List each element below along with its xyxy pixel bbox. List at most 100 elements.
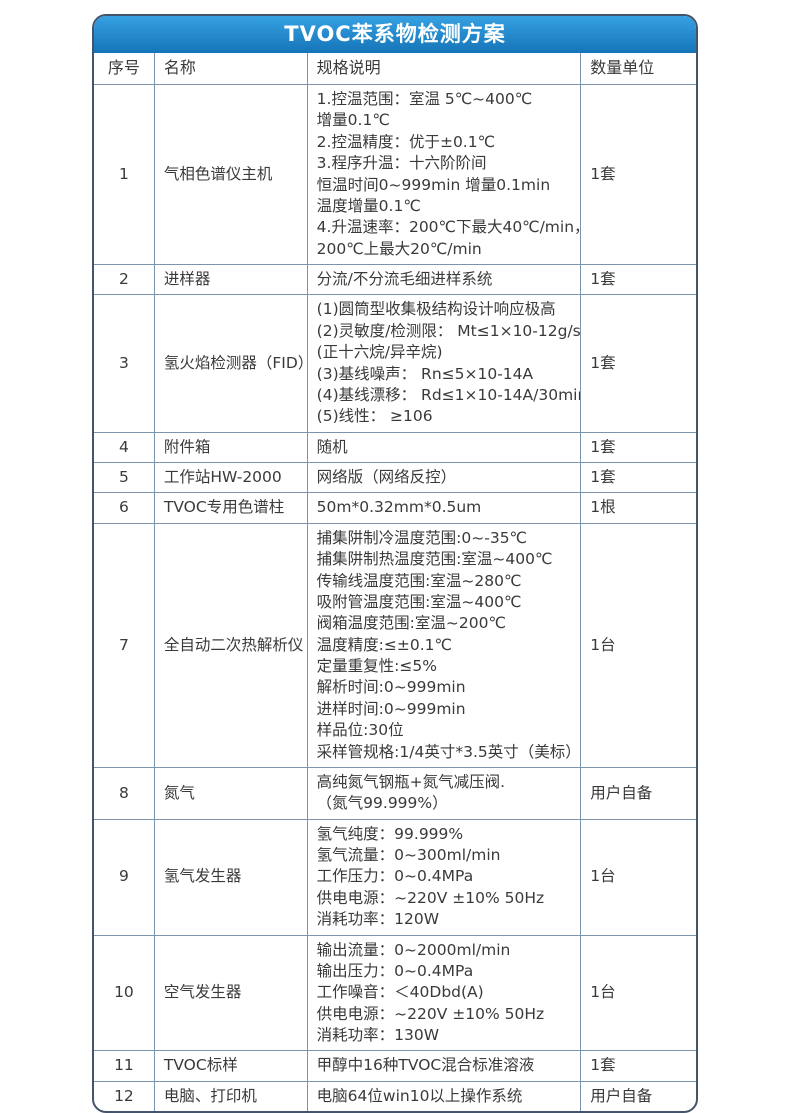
spec-line: 进样时间:0~999min [316,699,466,718]
page-title: TVOC苯系物检测方案 [94,16,696,53]
spec-line: 温度精度:≤±0.1℃ [316,635,452,654]
cell-name: 进样器 [153,263,308,296]
spec-line: (1)圆筒型收集极结构设计响应极高 [316,300,556,319]
cell-spec: 甲醇中16种TVOC混合标准溶液 [306,1050,582,1082]
cell-qty: 1根 [580,492,696,524]
table-row: 2 进样器 分流/不分流毛细进样系统 1套 [94,263,696,296]
cell-qty: 1套 [580,84,696,265]
cell-spec: 1.控温范围：室温 5℃~400℃ 增量0.1℃ 2.控温精度：优于±0.1℃ 3.程… [306,84,582,265]
spec-line: 分流/不分流毛细进样系统 [316,270,493,288]
spec-line: 捕集阱制热温度范围:室温~400℃ [316,550,553,569]
cell-no: 8 [94,766,155,820]
spec-line: (4)基线漂移： Rd≤1×10-14A/30min [316,385,581,404]
cell-no: 4 [94,431,155,464]
cell-qty: 1台 [580,818,696,936]
spec-line: 传输线温度范围:室温~280℃ [316,571,522,590]
spec-line: 温度增量0.1℃ [316,196,421,215]
cell-name: 附件箱 [153,431,308,464]
spec-line: 捕集阱制冷温度范围:0~-35℃ [316,528,527,547]
cell-spec: (1)圆筒型收集极结构设计响应极高 (2)灵敏度/检测限： Mt≤1×10-12g… [306,294,582,433]
cell-no: 10 [94,934,155,1052]
spec-line: 供电电源：~220V ±10% 50Hz [316,888,545,907]
cell-qty: 1套 [580,263,696,296]
spec-line: 定量重复性:≤5% [316,657,437,675]
table-body: 1 气相色谱仪主机 1.控温范围：室温 5℃~400℃ 增量0.1℃ 2.控温精度：优于… [94,84,696,1112]
spec-line: 消耗功率：130W [316,1026,440,1044]
cell-qty: 用户自备 [580,1080,696,1112]
cell-name: 气相色谱仪主机 [153,84,308,265]
cell-no: 12 [94,1080,155,1112]
spec-line: （氮气99.999%） [316,794,448,813]
spec-line: 随机 [316,437,348,456]
spec-line: 网络版（网络反控） [316,468,457,486]
cell-no: 2 [94,263,155,296]
spec-line: 200℃上最大20℃/min [316,239,482,258]
table-row: 12 电脑、打印机 电脑64位win10以上操作系统 用户自备 [94,1080,696,1112]
cell-qty: 1套 [580,431,696,464]
table-row: 8 氮气 高纯氮气钢瓶+氮气减压阀. （氮气99.999%） 用户自备 [94,766,696,820]
spec-line: 采样管规格:1/4英寸*3.5英寸（美标） [316,742,581,761]
cell-no: 7 [94,522,155,768]
spec-line: 供电电源：~220V ±10% 50Hz [316,1004,545,1023]
spec-line: (正十六烷/异辛烷) [316,343,443,362]
cell-name: 氢气发生器 [153,818,308,936]
cell-name: 氮气 [153,766,308,820]
cell-name: 空气发生器 [153,934,308,1052]
spec-line: 输出流量：0~2000ml/min [316,940,511,959]
table-row: 9 氢气发生器 氢气纯度：99.999% 氢气流量：0~300ml/min 工作压力：0… [94,818,696,936]
spec-line: 工作噪音：＜40Dbd(A) [316,983,484,1002]
cell-no: 11 [94,1050,155,1082]
cell-spec: 电脑64位win10以上操作系统 [306,1080,582,1112]
table-row: 7 全自动二次热解析仪 捕集阱制冷温度范围:0~-35℃ 捕集阱制热温度范围:室温~4… [94,522,696,768]
cell-spec: 随机 [306,431,582,464]
spec-line: 增量0.1℃ [316,111,390,130]
cell-qty: 1套 [580,461,696,494]
spec-line: 氢气流量：0~300ml/min [316,846,501,864]
spec-line: 阀箱温度范围:室温~200℃ [316,614,506,633]
spec-line: 输出压力：0~0.4MPa [316,961,474,980]
column-header-1: 名称 [153,52,308,85]
cell-spec: 氢气纯度：99.999% 氢气流量：0~300ml/min 工作压力：0~0.4MP… [306,818,582,936]
spec-line: 工作压力：0~0.4MPa [316,867,474,886]
spec-line: 甲醇中16种TVOC混合标准溶液 [316,1056,535,1075]
cell-name: 电脑、打印机 [153,1080,308,1112]
cell-spec: 50m*0.32mm*0.5um [306,492,582,524]
spec-line: 样品位:30位 [316,721,404,740]
cell-name: 工作站HW-2000 [153,461,308,494]
spec-line: 2.控温精度：优于±0.1℃ [316,132,496,151]
table-row: 1 气相色谱仪主机 1.控温范围：室温 5℃~400℃ 增量0.1℃ 2.控温精度：优于… [94,84,696,265]
cell-spec: 网络版（网络反控） [306,461,582,494]
column-header-3: 数量单位 [580,52,696,85]
cell-name: TVOC专用色谱柱 [153,492,308,524]
cell-no: 9 [94,818,155,936]
cell-spec: 输出流量：0~2000ml/min 输出压力：0~0.4MPa 工作噪音：＜40Db… [306,934,582,1052]
table-header-row: 序号 名称 规格说明 数量单位 [94,52,696,85]
cell-qty: 用户自备 [580,766,696,820]
cell-qty: 1台 [580,934,696,1052]
table-row: 6 TVOC专用色谱柱 50m*0.32mm*0.5um 1根 [94,492,696,524]
spec-line: 解析时间:0~999min [316,678,466,697]
column-header-2: 规格说明 [306,52,582,85]
cell-spec: 分流/不分流毛细进样系统 [306,263,582,296]
table-row: 11 TVOC标样 甲醇中16种TVOC混合标准溶液 1套 [94,1050,696,1082]
spec-line: (5)线性： ≥106 [316,407,433,426]
spec-line: 4.升温速率：200℃下最大40℃/min， [316,218,581,237]
cell-qty: 1台 [580,522,696,768]
table-row: 3 氢火焰检测器（FID） (1)圆筒型收集极结构设计响应极高 (2)灵敏度/检测限：… [94,294,696,433]
spec-line: 50m*0.32mm*0.5um [316,498,482,517]
spec-line: 恒温时间0~999min 增量0.1min [316,175,551,194]
table-row: 10 空气发生器 输出流量：0~2000ml/min 输出压力：0~0.4MPa 工作噪… [94,934,696,1052]
spec-line: 1.控温范围：室温 5℃~400℃ [316,90,533,108]
spec-line: (2)灵敏度/检测限： Mt≤1×10-12g/s [316,321,581,340]
spec-line: 氢气纯度：99.999% [316,824,464,843]
cell-no: 5 [94,461,155,494]
cell-no: 6 [94,492,155,524]
spec-line: 吸附管温度范围:室温~400℃ [316,592,522,611]
table-row: 5 工作站HW-2000 网络版（网络反控） 1套 [94,461,696,494]
tvoc-plan-card: TVOC苯系物检测方案 序号 名称 规格说明 数量单位 1 气相色谱仪主机 1.控温范围：… [92,14,698,1113]
cell-qty: 1套 [580,294,696,433]
spec-line: 高纯氮气钢瓶+氮气减压阀. [316,772,506,791]
spec-line: 3.程序升温：十六阶阶间 [316,154,487,173]
table-row: 4 附件箱 随机 1套 [94,431,696,464]
